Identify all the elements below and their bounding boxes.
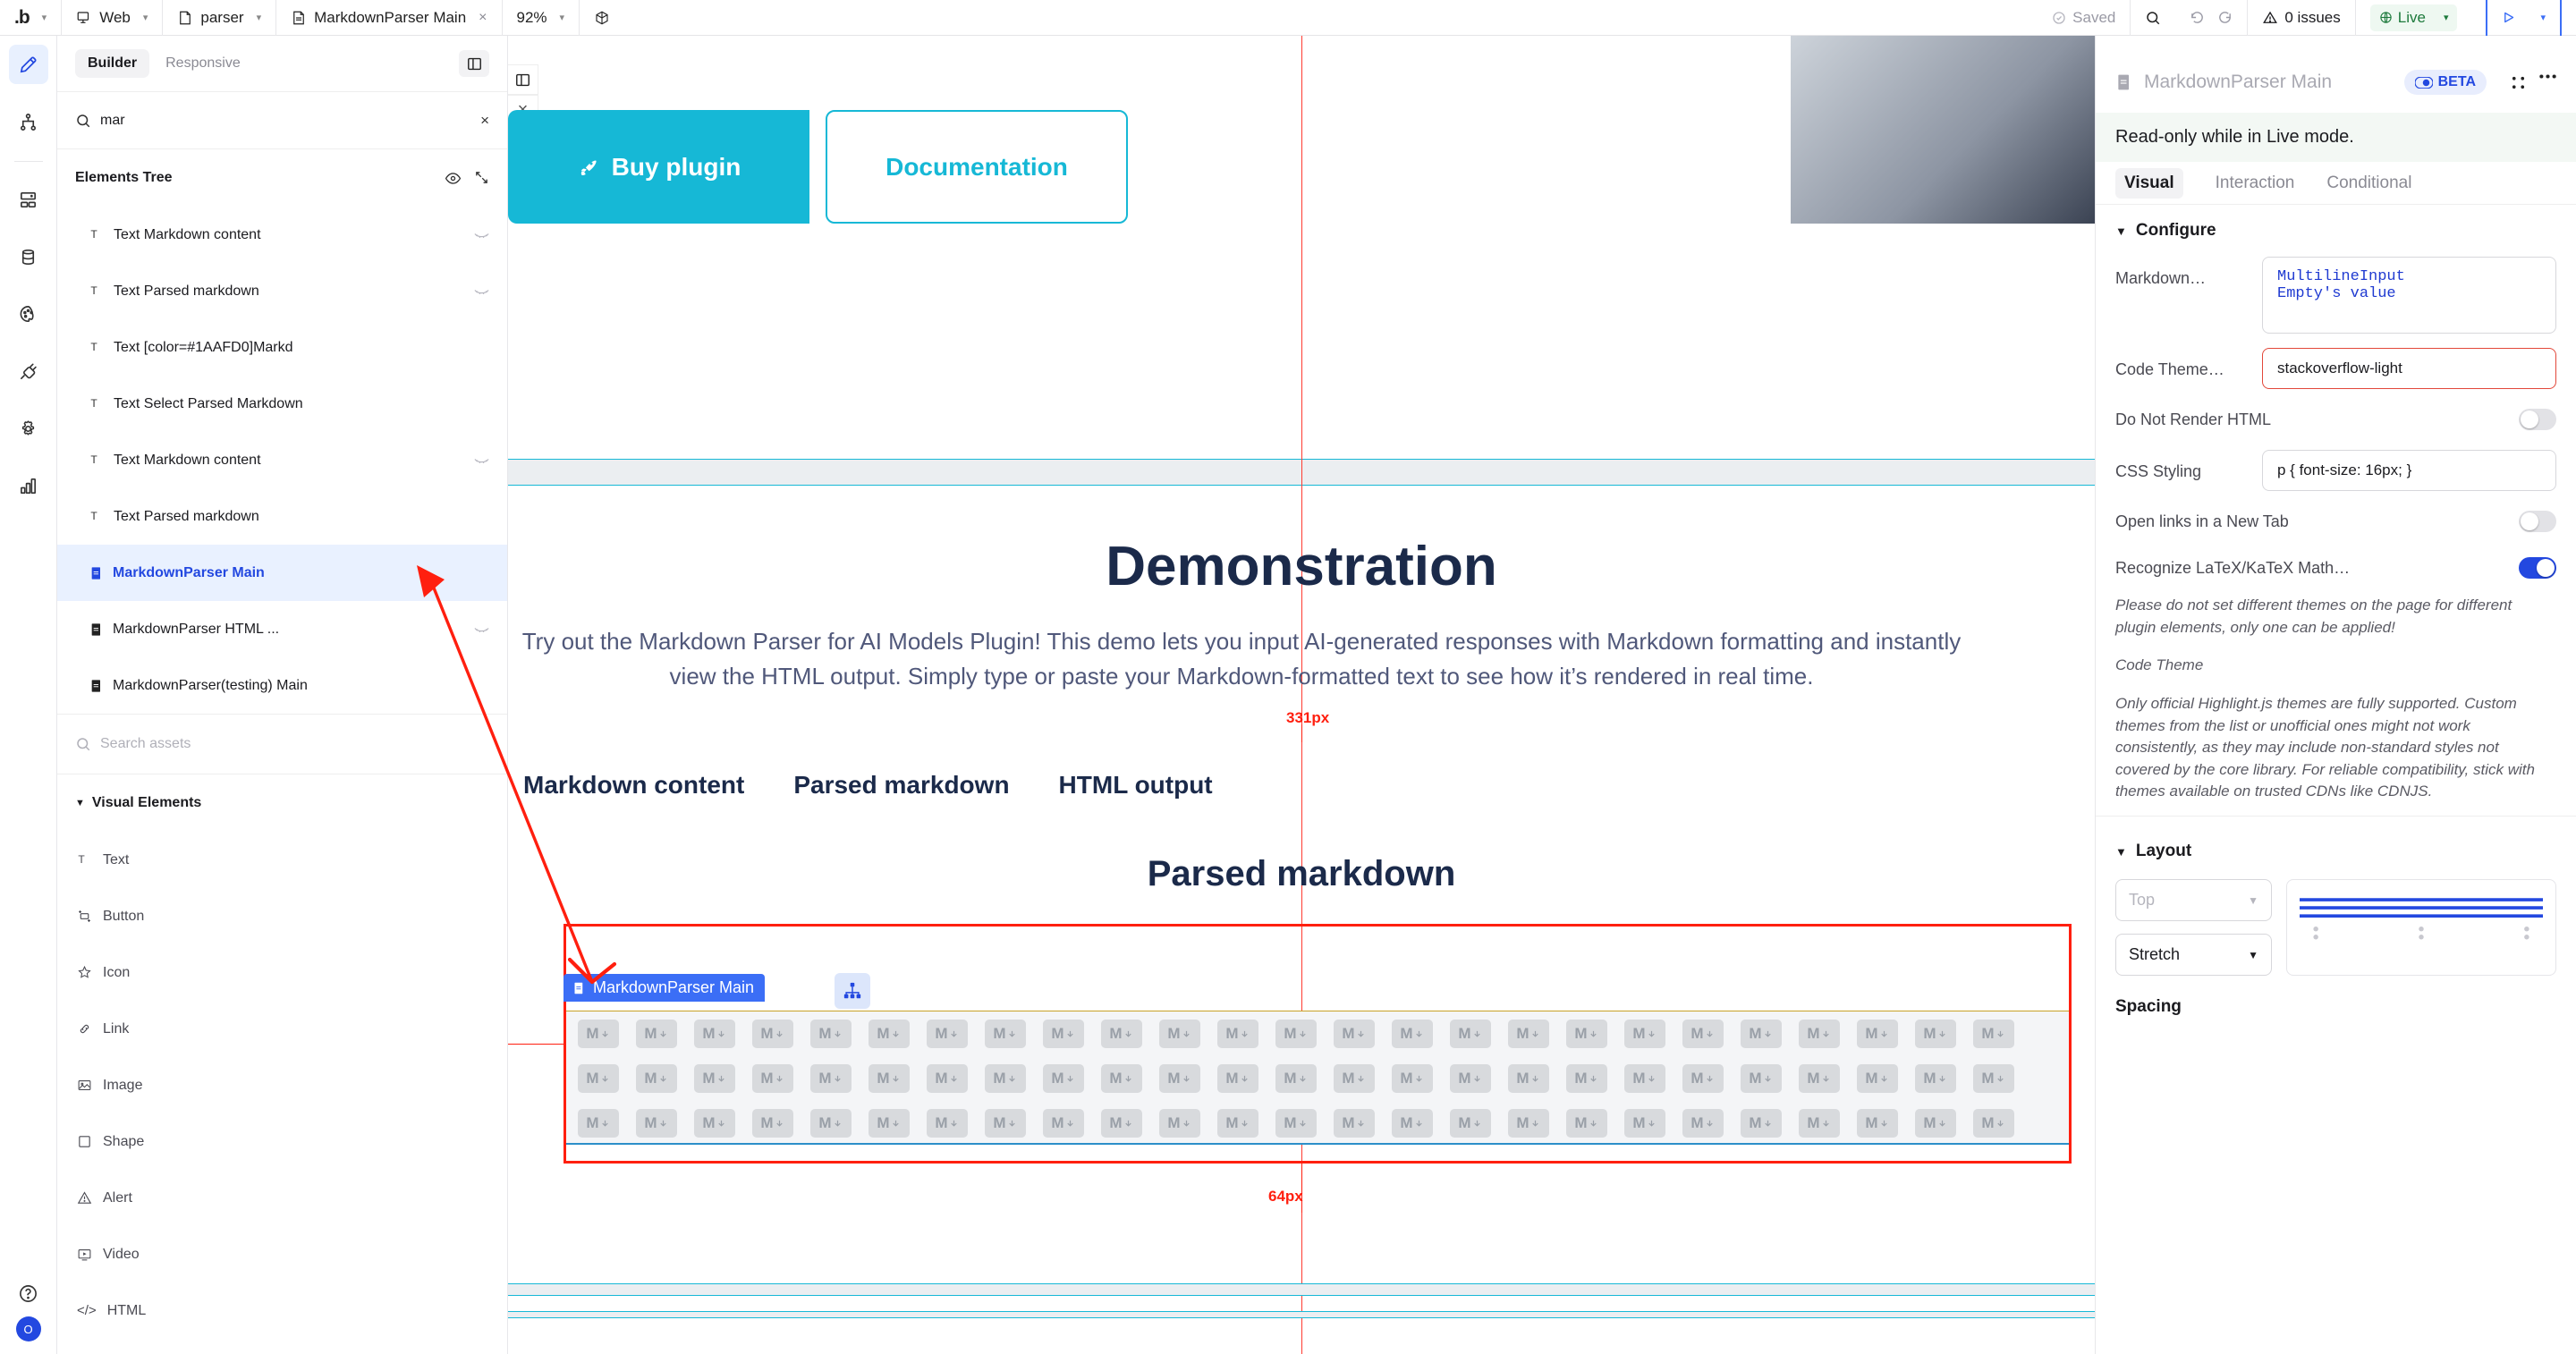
svg-text:T: T	[90, 397, 97, 410]
svg-text:T: T	[90, 453, 97, 466]
svg-text:T: T	[78, 853, 85, 866]
svg-text:T: T	[90, 510, 97, 522]
svg-text:T: T	[90, 341, 97, 353]
svg-text:T: T	[90, 284, 97, 297]
svg-text:T: T	[90, 228, 97, 241]
